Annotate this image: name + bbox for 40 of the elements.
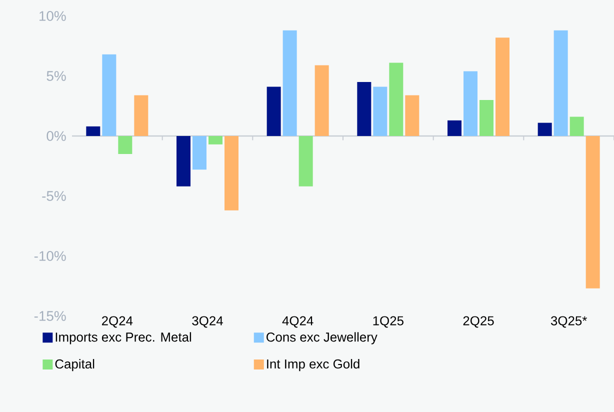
bar bbox=[208, 136, 222, 144]
bar bbox=[496, 38, 510, 136]
bar bbox=[586, 136, 600, 288]
y-tick-label: -15% bbox=[34, 311, 66, 321]
bar bbox=[389, 62, 404, 136]
bar bbox=[134, 95, 148, 136]
x-tick-label: 2Q25 bbox=[463, 316, 494, 328]
bar bbox=[224, 136, 238, 210]
legend-label: Capital bbox=[55, 359, 94, 372]
y-tick-label: 5% bbox=[46, 71, 66, 81]
bar bbox=[314, 65, 329, 136]
legend-label: Int Imp exc Gold bbox=[267, 359, 360, 372]
bar bbox=[570, 116, 584, 136]
y-tick-label: -10% bbox=[34, 251, 66, 261]
legend-label: Imports exc Prec. Metal bbox=[56, 332, 192, 344]
bar bbox=[282, 30, 297, 136]
bar bbox=[118, 136, 132, 154]
bar bbox=[448, 120, 462, 136]
bar bbox=[86, 126, 100, 136]
bar bbox=[266, 86, 281, 136]
y-tick-label: 0% bbox=[46, 131, 66, 141]
bar bbox=[102, 54, 116, 136]
bar bbox=[405, 95, 420, 136]
x-tick-label: 3Q25* bbox=[550, 316, 587, 328]
y-tick-label: 10% bbox=[40, 11, 66, 21]
x-tick-label: 1Q25 bbox=[373, 316, 404, 328]
x-tick-label: 3Q24 bbox=[192, 316, 223, 328]
bar bbox=[176, 136, 190, 186]
y-tick-label: -5% bbox=[42, 191, 66, 201]
bar bbox=[298, 136, 313, 186]
x-tick-label: 4Q24 bbox=[282, 316, 314, 328]
bar bbox=[538, 122, 552, 136]
x-tick-label: 2Q24 bbox=[102, 316, 133, 328]
bar bbox=[373, 86, 388, 136]
bar bbox=[554, 30, 568, 136]
legend-label: Cons exc Jewellery bbox=[266, 332, 378, 344]
bar bbox=[192, 136, 206, 170]
bar bbox=[480, 100, 494, 136]
bar bbox=[464, 71, 478, 136]
bar bbox=[357, 82, 372, 136]
